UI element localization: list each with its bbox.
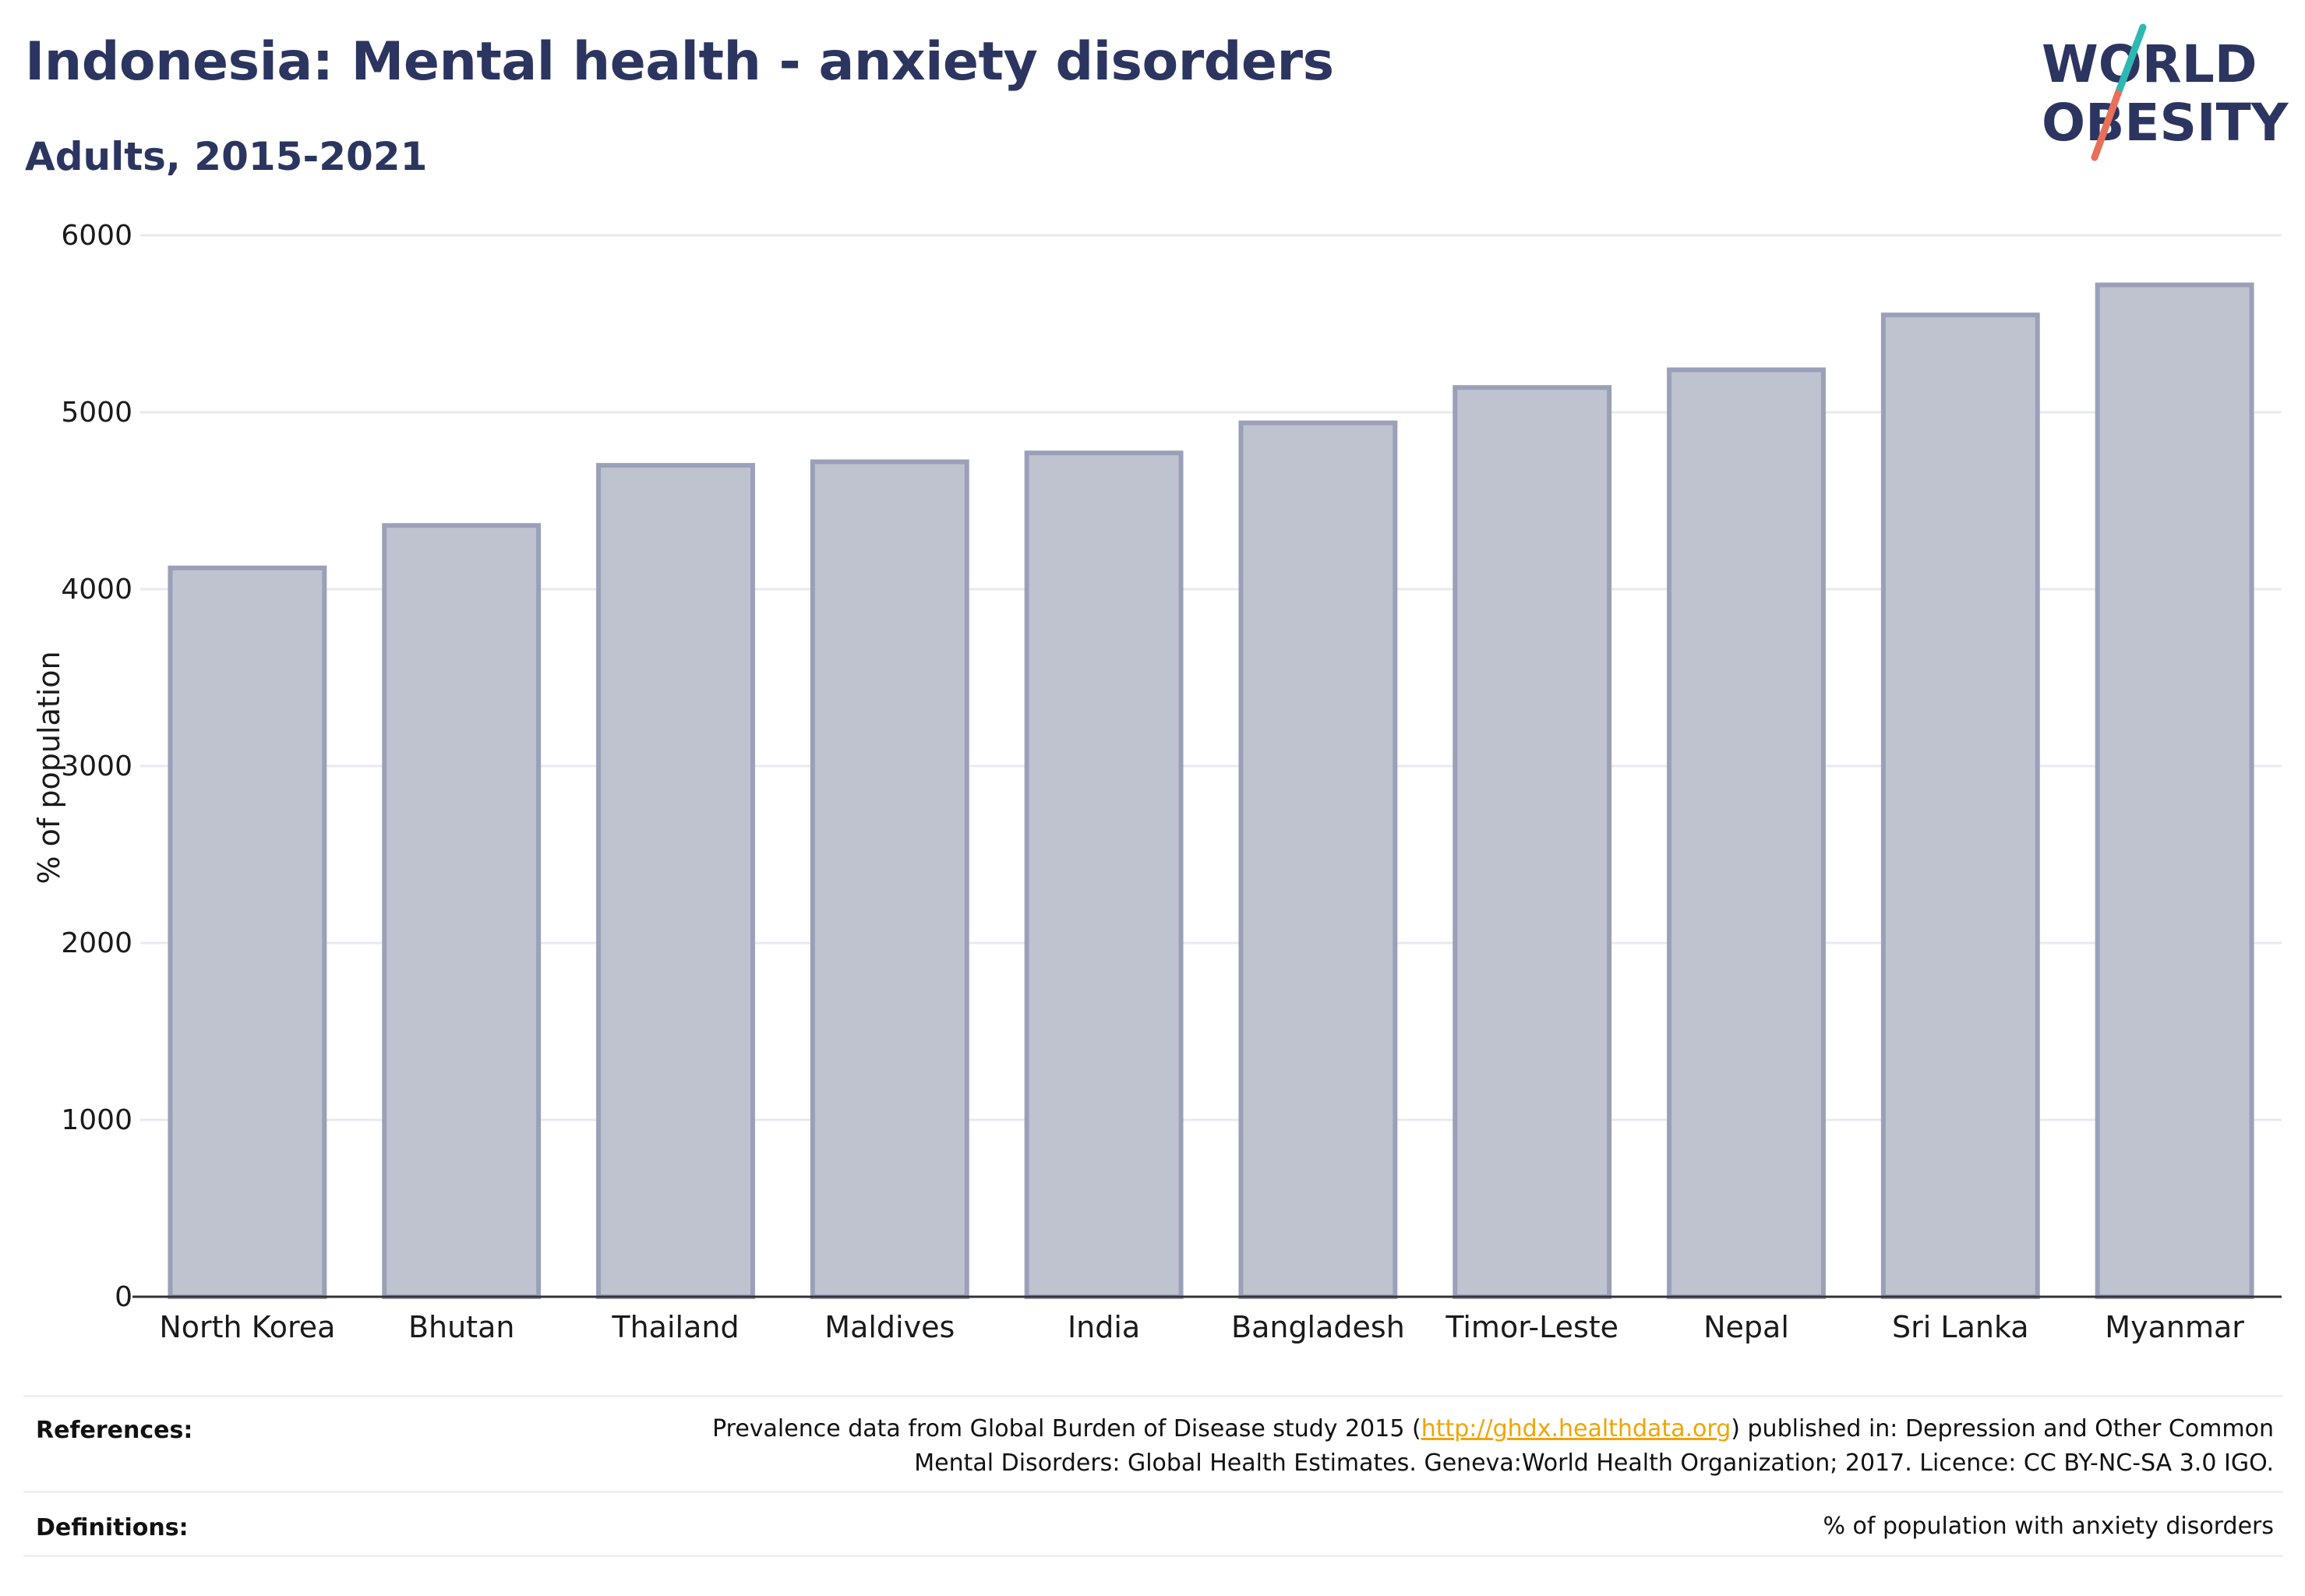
x-tick-label: Nepal [1703,1310,1789,1344]
references-label: References: [36,1417,193,1444]
definitions-text: % of population with anxiety disorders [1823,1513,2274,1540]
y-tick-label: 3000 [61,750,132,782]
y-tick-label: 0 [115,1281,132,1313]
bar[interactable] [1453,385,1612,1300]
references-link[interactable]: http://ghdx.healthdata.org [1421,1415,1731,1442]
bar-chart: 0 1000 2000 3000 4000 5000 6000 North Korea Bhut… [32,220,2282,1344]
x-tick-label: Myanmar [2105,1310,2244,1344]
logo-slash-coral [2091,90,2122,161]
bar[interactable] [2095,282,2254,1299]
x-tick-label: India [1068,1310,1140,1344]
chart-title: Indonesia: Mental health - anxiety disor… [25,31,1334,93]
bar[interactable] [1238,420,1398,1299]
logo-text-world: WORLD [2042,34,2257,94]
bar[interactable] [1024,450,1184,1300]
bar[interactable] [1667,367,1826,1299]
definitions-label: Definitions: [36,1514,189,1541]
x-tick-label: Timor-Leste [1445,1310,1618,1344]
y-tick-label: 1000 [61,1104,132,1136]
x-tick-label: Bangladesh [1231,1310,1405,1344]
footer-divider-top [23,1395,2283,1397]
world-obesity-logo: WORLD OBESITY [2042,23,2289,161]
y-tick-label: 4000 [61,574,132,606]
logo-text-obesity: OBESITY [2042,93,2289,153]
x-tick-label: Bhutan [408,1310,515,1344]
bar[interactable] [168,565,327,1299]
bar[interactable] [382,523,542,1299]
bar[interactable] [810,459,969,1299]
references-text-line2: Mental Disorders: Global Health Estimate… [914,1449,2274,1477]
x-tick-label: North Korea [159,1310,335,1344]
y-axis-title: % of population [32,651,66,884]
bar[interactable] [596,463,755,1299]
y-tick-label: 2000 [61,927,132,959]
x-tick-label: Sri Lanka [1892,1310,2029,1344]
y-tick-label: 5000 [61,397,132,429]
logo-slash-teal [2114,23,2147,97]
references-text: Prevalence data from Global Burden of Di… [712,1412,2274,1481]
references-text-after: ) published in: Depression and Other Com… [1731,1415,2274,1442]
bar[interactable] [1880,312,2040,1299]
y-tick-label: 6000 [61,220,132,252]
x-tick-label: Thailand [611,1310,739,1344]
chart-subtitle: Adults, 2015-2021 [25,134,428,179]
footer-divider-bottom [23,1555,2283,1557]
x-tick-label: Maldives [824,1310,955,1344]
axes: 0 1000 2000 3000 4000 5000 6000 North Korea Bhut… [61,220,2282,1344]
references-text-before: Prevalence data from Global Burden of Di… [712,1415,1421,1442]
bars [168,282,2254,1300]
footer-divider-middle [23,1491,2283,1493]
